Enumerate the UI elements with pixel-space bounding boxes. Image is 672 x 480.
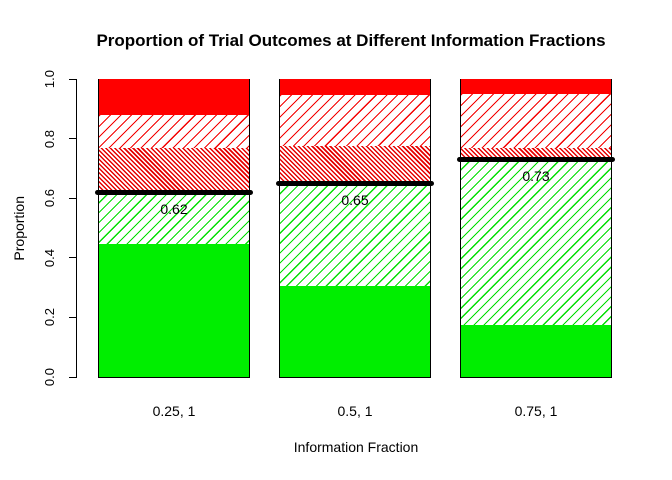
- segment-hatch-red-dense: [99, 147, 249, 193]
- bar-0.5-1: 0.65: [276, 79, 434, 378]
- y-tick-mark: [69, 257, 77, 259]
- threshold-line: [276, 181, 434, 187]
- segment-solid-red: [99, 79, 249, 115]
- y-tick-mark: [69, 316, 77, 318]
- segment-solid-green: [461, 324, 611, 377]
- segment-hatch-green: [280, 183, 430, 287]
- y-tick-mark: [69, 78, 77, 80]
- threshold-value-label: 0.65: [341, 192, 369, 209]
- segment-hatch-red-dense: [461, 147, 611, 160]
- chart-title: Proportion of Trial Outcomes at Differen…: [96, 31, 606, 50]
- x-axis-title: Information Fraction: [293, 439, 419, 455]
- bar-0.75-1: 0.73: [457, 79, 615, 378]
- segment-hatch-green: [461, 159, 611, 325]
- segment-solid-red: [461, 79, 611, 94]
- x-tick-label: 0.5, 1: [337, 403, 373, 419]
- x-tick-label: 0.25, 1: [152, 403, 196, 419]
- y-axis-line: [76, 79, 77, 378]
- segment-solid-red: [280, 79, 430, 96]
- segment-hatch-red-dense: [280, 146, 430, 184]
- y-tick-label: 0.0: [41, 367, 57, 387]
- x-tick-label: 0.75, 1: [514, 403, 558, 419]
- segment-hatch-red-light: [461, 93, 611, 148]
- bar-0.25-1: 0.62: [95, 79, 253, 378]
- y-tick-label: 0.2: [41, 308, 57, 327]
- threshold-value-label: 0.62: [160, 201, 188, 218]
- segment-hatch-red-light: [280, 95, 430, 147]
- y-tick-mark: [69, 138, 77, 140]
- threshold-value-label: 0.73: [522, 168, 550, 185]
- y-tick-label: 1.0: [41, 69, 57, 89]
- y-tick-mark: [69, 376, 77, 378]
- y-tick-label: 0.4: [41, 248, 57, 267]
- y-tick-label: 0.6: [41, 189, 57, 208]
- segment-hatch-green: [99, 192, 249, 245]
- segment-hatch-red-light: [99, 114, 249, 148]
- threshold-line: [95, 190, 253, 196]
- segment-solid-green: [280, 286, 430, 377]
- y-axis-title: Proportion: [11, 195, 27, 261]
- segment-solid-green: [99, 244, 249, 377]
- threshold-line: [457, 157, 615, 163]
- y-tick-mark: [69, 197, 77, 199]
- y-tick-label: 0.8: [41, 129, 57, 148]
